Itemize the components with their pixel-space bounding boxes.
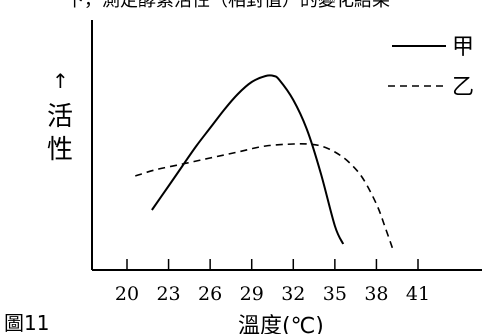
- x-tick-label-32: 32: [281, 283, 305, 305]
- y-axis-label-char-2: 性: [47, 135, 73, 165]
- x-tick-label-26: 26: [198, 283, 222, 305]
- y-axis-label-char-1: 活: [47, 102, 73, 132]
- y-axis-arrow: ↑: [52, 69, 69, 93]
- x-tick-label-38: 38: [364, 283, 388, 305]
- series-line-jia: [151, 74, 345, 245]
- x-tick-group: 20 23 26 29 32 35 38 41: [115, 259, 430, 305]
- legend-label-jia: 甲: [452, 35, 474, 60]
- x-tick-label-29: 29: [240, 283, 264, 305]
- x-tick-label-35: 35: [323, 283, 347, 305]
- figure-label: 圖11: [4, 311, 49, 334]
- x-tick-label-41: 41: [406, 283, 430, 305]
- x-tick-label-20: 20: [115, 283, 139, 305]
- series-line-yi: [135, 142, 394, 251]
- legend-label-yi: 乙: [452, 75, 474, 100]
- x-tick-label-23: 23: [156, 283, 180, 305]
- top-caption: 下，測定酵素活性（相對值）的變化結果: [66, 0, 390, 11]
- x-axis-label: 溫度(℃): [238, 314, 324, 334]
